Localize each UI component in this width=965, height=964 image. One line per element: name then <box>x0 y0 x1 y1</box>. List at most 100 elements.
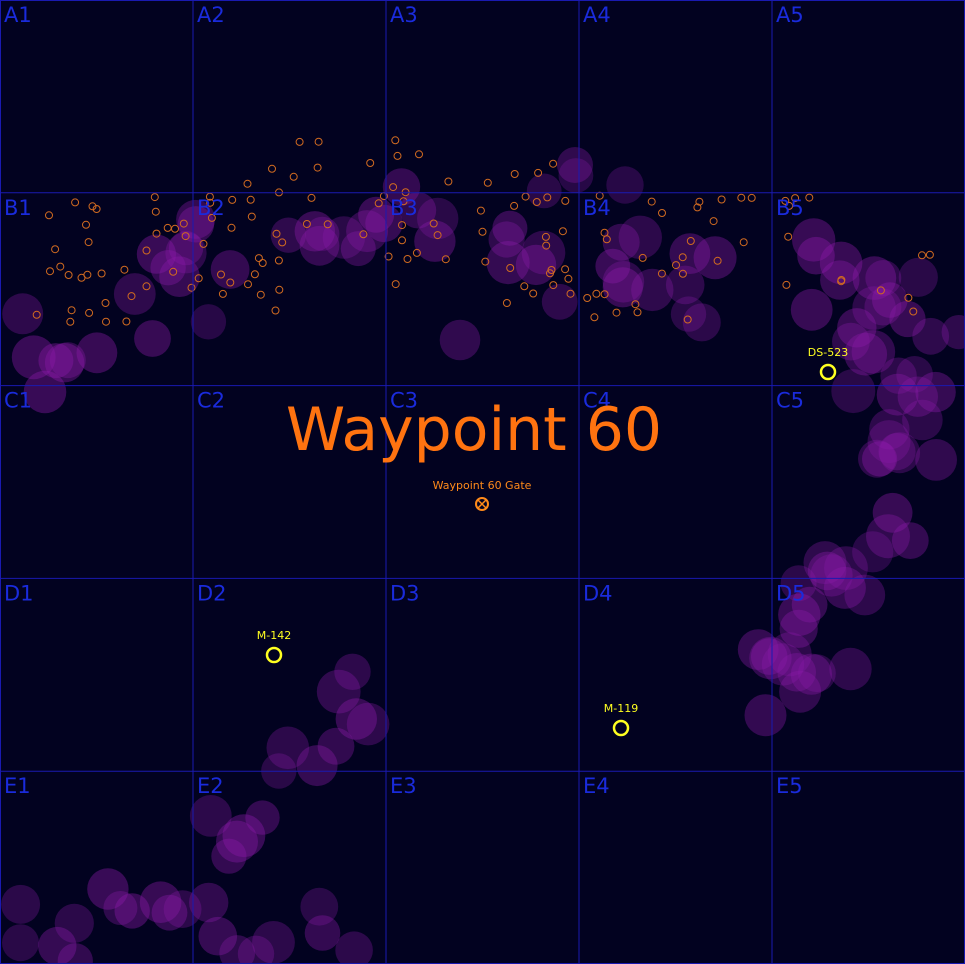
asteroid <box>84 238 93 247</box>
asteroid <box>506 264 515 272</box>
marker-m-142[interactable]: M-142 <box>257 629 291 664</box>
asteroid <box>243 179 252 188</box>
grid-cell-label-e2: E2 <box>197 774 224 798</box>
nebula-cloud <box>872 282 908 318</box>
nebula-cloud <box>837 308 877 348</box>
nebula-cloud <box>189 795 232 837</box>
asteroid <box>739 238 748 247</box>
grid-cell-label-b3: B3 <box>390 196 418 220</box>
asteroid <box>71 198 80 207</box>
grid-cell-labels: A1 A2 A3 A4 A5 B1 B2 B3 B4 B5 C1 C2 C3 C4 C5 D1 D2 D3 D4 D5… <box>4 3 806 798</box>
asteroid <box>206 198 215 207</box>
nebula-cloud <box>210 250 250 289</box>
nebula-cloud <box>865 260 902 296</box>
nebula-cloud <box>44 343 85 383</box>
grid-cell-label-c4: C4 <box>583 389 611 413</box>
asteroid <box>401 188 410 197</box>
asteroid <box>150 193 159 202</box>
nebula-cloud <box>602 261 645 303</box>
nebula-cloud <box>189 882 229 923</box>
nebula-cloud <box>631 268 674 312</box>
nebula-cloud <box>618 215 662 259</box>
asteroid <box>782 280 791 289</box>
nebula-cloud <box>103 891 138 925</box>
asteroid <box>97 269 106 278</box>
asteroid <box>747 193 756 202</box>
ring-marker-icon[interactable] <box>819 363 837 381</box>
asteroid <box>647 197 656 206</box>
asteroid <box>194 274 203 283</box>
nebula-cloud <box>790 653 833 695</box>
nebula-cloud <box>2 293 44 335</box>
nebula-cloud <box>134 320 171 357</box>
nebula-cloud <box>151 894 188 931</box>
nebula-cloud <box>844 332 888 376</box>
nebula-cloud <box>915 439 957 481</box>
asteroid <box>268 164 276 173</box>
nebula-cloud <box>114 893 150 929</box>
nebula-cloud <box>340 231 376 267</box>
nebula-cloud <box>750 638 788 675</box>
asteroid <box>441 255 450 264</box>
ring-marker-icon[interactable] <box>612 719 630 737</box>
asteroid <box>66 317 75 326</box>
asteroid <box>67 306 76 315</box>
nebula-cloud <box>76 332 118 374</box>
asteroid <box>805 193 814 202</box>
marker-ds-523[interactable]: DS-523 <box>808 346 848 381</box>
nebula-cloud <box>878 433 916 471</box>
nebula-cloud <box>322 216 366 259</box>
nebula-cloud <box>515 244 557 286</box>
map-title: Waypoint 60 <box>286 395 662 465</box>
asteroid <box>289 172 298 181</box>
grid-cell-label-b4: B4 <box>583 196 611 220</box>
asteroid <box>429 219 438 228</box>
asteroid <box>88 202 97 211</box>
asteroid <box>510 170 519 178</box>
marker-m-119[interactable]: M-119 <box>604 702 638 737</box>
asteroid <box>275 285 284 294</box>
asteroid <box>478 227 487 236</box>
asteroid <box>274 256 283 265</box>
nebula-cloud <box>858 439 896 478</box>
asteroid <box>399 197 408 206</box>
nebula-cloud <box>159 256 200 298</box>
asteroid <box>925 250 934 259</box>
asteroid <box>77 273 86 282</box>
asteroid <box>246 195 255 204</box>
nebula-cloud <box>299 225 340 266</box>
nebula-cloud <box>852 531 894 573</box>
nebula-cloud <box>488 221 525 258</box>
asteroid <box>561 265 570 274</box>
nebula-cloud <box>526 173 562 209</box>
nebula-cloud <box>670 296 707 332</box>
asteroid <box>561 196 570 205</box>
nebula-cloud <box>864 288 902 326</box>
asteroid <box>179 219 188 228</box>
ring-marker-icon[interactable] <box>265 646 283 664</box>
asteroid <box>151 207 160 216</box>
nebula-cloud <box>216 820 258 863</box>
asteroid <box>592 289 601 298</box>
grid-cell-label-a5: A5 <box>776 3 804 27</box>
waypoint-gate[interactable]: Waypoint 60 Gate <box>433 479 532 511</box>
asteroid <box>171 224 179 233</box>
nebula-cloud <box>792 218 836 262</box>
nebula-cloud <box>521 230 566 275</box>
asteroid <box>633 308 642 317</box>
grid-cell-label-e3: E3 <box>390 774 417 798</box>
nebula-cloud <box>165 232 207 274</box>
nebula-cloud <box>300 887 339 926</box>
nebula-cloud <box>237 935 275 964</box>
nebula-cloud <box>190 304 227 340</box>
asteroid <box>256 290 265 299</box>
gate-icon[interactable] <box>475 497 489 511</box>
nebula-cloud <box>810 554 853 597</box>
nebula-cloud <box>912 317 950 355</box>
nebula-cloud <box>57 943 93 964</box>
asteroid <box>693 203 702 212</box>
nebula-cloud <box>602 223 640 261</box>
nebula-cloud <box>844 574 886 616</box>
nebula-cloud <box>595 248 631 284</box>
